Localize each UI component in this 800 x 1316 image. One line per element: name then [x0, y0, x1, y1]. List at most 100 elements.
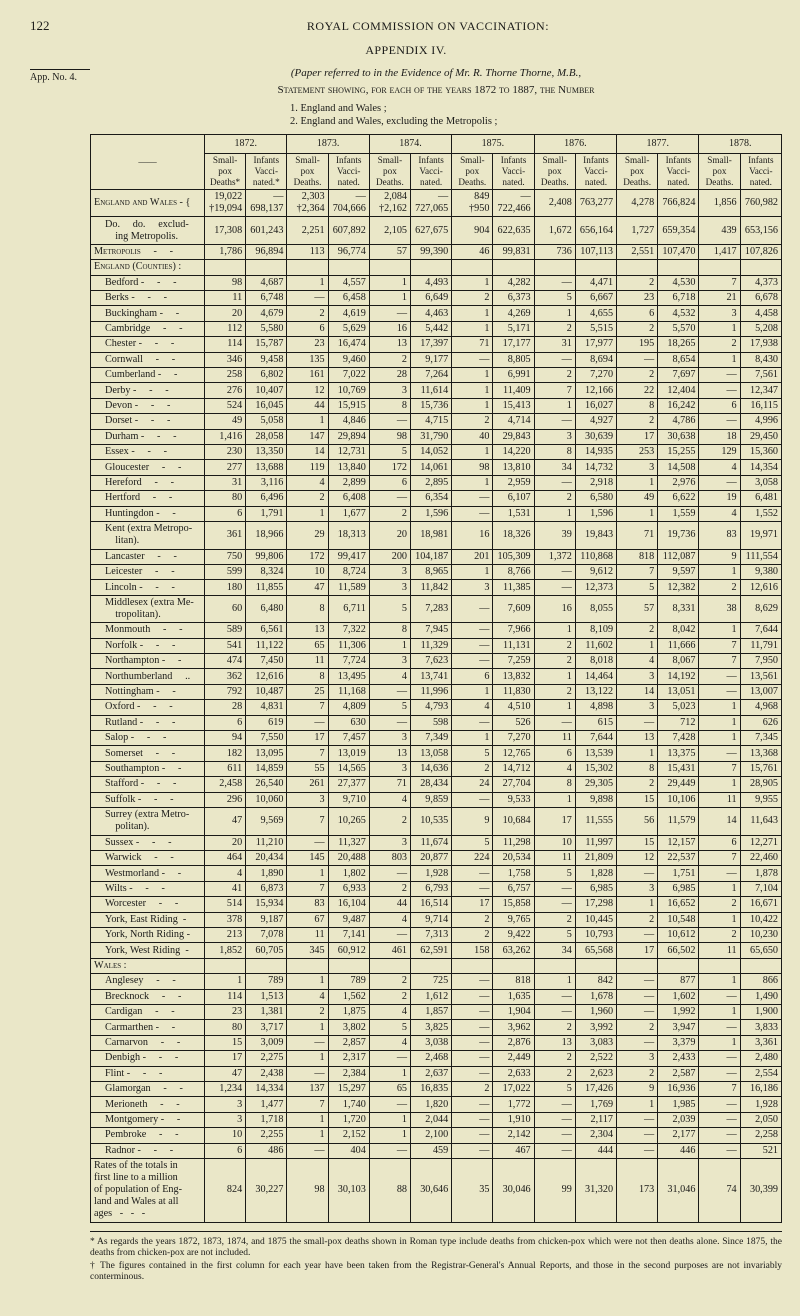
cell: 30,646	[411, 1159, 452, 1223]
cell: 7	[534, 383, 575, 398]
cell: 6,107	[493, 491, 534, 506]
cell: 11,131	[493, 638, 534, 653]
cell: —	[287, 1143, 328, 1158]
cell: 4,679	[246, 306, 287, 321]
cell: 213	[205, 927, 246, 942]
row-label: Merioneth - -	[91, 1097, 205, 1112]
cell: 112,087	[658, 549, 699, 564]
row-label: Cambridge - -	[91, 321, 205, 336]
cell: 818	[493, 974, 534, 989]
cell: 5	[617, 580, 658, 595]
cell: 7,141	[328, 927, 369, 942]
table-row: Durham - - -1,41628,05814729,8949831,790…	[91, 429, 782, 444]
cell: 13,019	[328, 746, 369, 761]
cell: 446	[658, 1143, 699, 1158]
cell: 105,309	[493, 549, 534, 564]
row-label: Norfolk - - -	[91, 638, 205, 653]
cell	[699, 958, 740, 973]
cell: 16	[452, 522, 493, 549]
cell: 3	[617, 881, 658, 896]
cell: —	[534, 275, 575, 290]
cell: 11	[205, 291, 246, 306]
cell: — 722,466	[493, 189, 534, 216]
cell: 230	[205, 445, 246, 460]
cell: 14	[287, 445, 328, 460]
cell: 3,947	[658, 1020, 699, 1035]
cell: 6,580	[575, 491, 616, 506]
cell: 7,644	[740, 623, 781, 638]
cell: 7,450	[246, 654, 287, 669]
cell: 2,895	[411, 475, 452, 490]
table-body: England and Wales - {19,022 †19,094— 698…	[91, 189, 782, 1222]
cell: 99,806	[246, 549, 287, 564]
cell: —	[452, 1004, 493, 1019]
cell: 4	[369, 1035, 410, 1050]
cell	[205, 958, 246, 973]
cell: 4	[617, 654, 658, 669]
cell: 4	[369, 1004, 410, 1019]
cell: —	[699, 1128, 740, 1143]
cell: —	[452, 1066, 493, 1081]
cell: 6	[534, 746, 575, 761]
cell: —	[369, 866, 410, 881]
cell: 44	[369, 897, 410, 912]
cell: 5,058	[246, 414, 287, 429]
cell: 31,046	[658, 1159, 699, 1223]
cell: 5	[534, 866, 575, 881]
cell: 25	[287, 684, 328, 699]
cell: 2	[699, 897, 740, 912]
cell: 760,982	[740, 189, 781, 216]
cell: 44	[287, 398, 328, 413]
cell: 3	[369, 761, 410, 776]
cell: 5	[369, 700, 410, 715]
cell: 129	[699, 445, 740, 460]
cell: 66,502	[658, 943, 699, 958]
cell: —	[534, 1112, 575, 1127]
cell: 16,104	[328, 897, 369, 912]
cell: 2	[534, 1051, 575, 1066]
cell: 6	[205, 715, 246, 730]
row-label: Do. do. exclud- ing Metropolis.	[91, 217, 205, 244]
page-layout: App. No. 4. (Paper referred to in the Ev…	[30, 65, 782, 1285]
cell: 5,208	[740, 321, 781, 336]
col-vaccinated: Infants Vacci-nated.*	[246, 153, 287, 189]
cell: 7,283	[411, 595, 452, 622]
cell	[534, 260, 575, 275]
cell: 7,623	[411, 654, 452, 669]
row-label: Carnarvon - -	[91, 1035, 205, 1050]
cell: 60,705	[246, 943, 287, 958]
cell: 3	[617, 460, 658, 475]
cell: 16	[369, 321, 410, 336]
cell: —	[699, 1112, 740, 1127]
cell: 14,061	[411, 460, 452, 475]
cell: 9	[452, 808, 493, 835]
cell: 18	[699, 429, 740, 444]
cell: 145	[287, 850, 328, 865]
cell: 2	[369, 974, 410, 989]
row-label: Buckingham - -	[91, 306, 205, 321]
cell: 2	[369, 352, 410, 367]
table-row: Suffolk - - -29610,06039,71049,859—9,533…	[91, 792, 782, 807]
col-vaccinated: Infants Vacci-nated.	[493, 153, 534, 189]
cell: 725	[411, 974, 452, 989]
cell: 29	[287, 522, 328, 549]
cell: 2	[369, 881, 410, 896]
cell: 6,711	[328, 595, 369, 622]
cell: —	[699, 383, 740, 398]
cell: 41	[205, 881, 246, 896]
cell: 65	[287, 638, 328, 653]
cell: 2,251	[287, 217, 328, 244]
cell: 1,720	[328, 1112, 369, 1127]
cell: 5	[534, 1082, 575, 1097]
cell: 7,259	[493, 654, 534, 669]
cell: 4	[287, 475, 328, 490]
cell: 3	[534, 429, 575, 444]
cell: 253	[617, 445, 658, 460]
col-deaths: Small-pox Deaths.	[369, 153, 410, 189]
row-label: Lancaster - -	[91, 549, 205, 564]
cell	[658, 958, 699, 973]
cell: 842	[575, 974, 616, 989]
row-label: Metropolis - -	[91, 244, 205, 259]
cell: 13,350	[246, 445, 287, 460]
col-deaths: Small-pox Deaths.	[534, 153, 575, 189]
